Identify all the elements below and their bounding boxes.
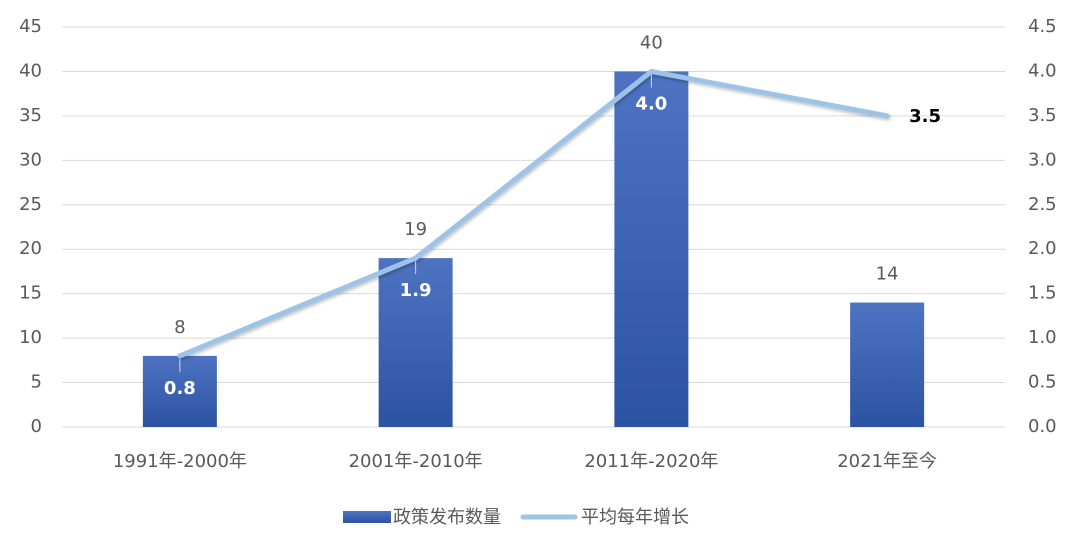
legend-swatch xyxy=(343,511,391,523)
y-tick-label: 25 xyxy=(19,194,42,215)
bar-value-label: 14 xyxy=(876,264,899,285)
line-value-label: 1.9 xyxy=(400,280,432,301)
y2-tick-label: 2.5 xyxy=(1028,194,1057,215)
y-tick-label: 10 xyxy=(19,327,42,348)
bar xyxy=(614,71,689,427)
y2-tick-label: 4.5 xyxy=(1028,16,1057,37)
y-tick-label: 35 xyxy=(19,105,42,126)
y-tick-label: 15 xyxy=(19,283,42,304)
bar-value-label: 40 xyxy=(640,32,663,53)
y-tick-label: 0 xyxy=(31,416,42,437)
line xyxy=(177,68,890,359)
bar xyxy=(850,302,925,427)
y2-tick-label: 0.5 xyxy=(1028,372,1057,393)
bar-value-label: 19 xyxy=(404,219,427,240)
line-value-label: 0.8 xyxy=(164,378,196,399)
y-tick-label: 45 xyxy=(19,16,42,37)
legend-label: 平均每年增长 xyxy=(581,507,689,528)
y2-tick-label: 1.0 xyxy=(1028,327,1057,348)
y2-tick-label: 3.0 xyxy=(1028,149,1057,170)
y2-tick-label: 4.0 xyxy=(1028,60,1057,81)
x-tick-label: 1991年-2000年 xyxy=(113,451,247,472)
legend-label: 政策发布数量 xyxy=(393,507,501,528)
y-tick-label: 40 xyxy=(19,60,42,81)
x-tick-label: 2011年-2020年 xyxy=(584,451,718,472)
line-value-label: 3.5 xyxy=(909,106,941,127)
y2-tick-label: 0.0 xyxy=(1028,416,1057,437)
y-tick-label: 20 xyxy=(19,238,42,259)
y2-tick-label: 1.5 xyxy=(1028,283,1057,304)
bar-value-label: 8 xyxy=(174,317,185,338)
y2-tick-label: 3.5 xyxy=(1028,105,1057,126)
y2-tick-label: 2.0 xyxy=(1028,238,1057,259)
x-tick-label: 2021年至今 xyxy=(837,451,937,472)
bar xyxy=(378,258,453,427)
y-tick-label: 5 xyxy=(31,372,42,393)
line-value-label: 4.0 xyxy=(635,93,667,114)
x-tick-label: 2001年-2010年 xyxy=(349,451,483,472)
y-tick-label: 30 xyxy=(19,149,42,170)
